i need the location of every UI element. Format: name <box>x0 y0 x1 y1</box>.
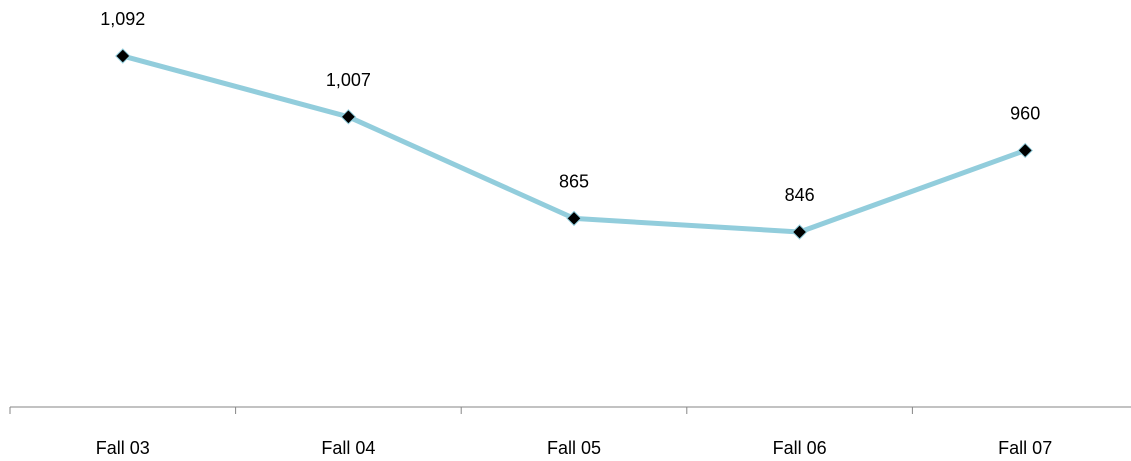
data-label: 865 <box>559 171 589 191</box>
series-layer <box>115 48 1033 240</box>
x-tick-label: Fall 06 <box>773 438 827 458</box>
x-tick-label: Fall 05 <box>547 438 601 458</box>
data-point-marker <box>1017 142 1033 159</box>
series-line <box>120 53 1028 235</box>
data-point-marker <box>340 109 357 125</box>
x-axis: Fall 03 Fall 04 Fall 05 Fall 06 Fall 07 <box>9 406 1131 458</box>
x-tick-label: Fall 04 <box>321 438 375 458</box>
label-layer: 1,092 1,007 865 846 960 <box>100 9 1040 205</box>
data-label: 960 <box>1010 103 1040 123</box>
x-tick-label: Fall 07 <box>998 438 1052 458</box>
data-point-marker <box>791 224 808 240</box>
data-point-marker <box>566 210 582 227</box>
data-point-marker <box>115 48 131 64</box>
data-label: 846 <box>785 185 815 205</box>
data-label: 1,007 <box>326 70 371 90</box>
data-label: 1,092 <box>100 9 145 29</box>
x-tick-label: Fall 03 <box>96 438 150 458</box>
